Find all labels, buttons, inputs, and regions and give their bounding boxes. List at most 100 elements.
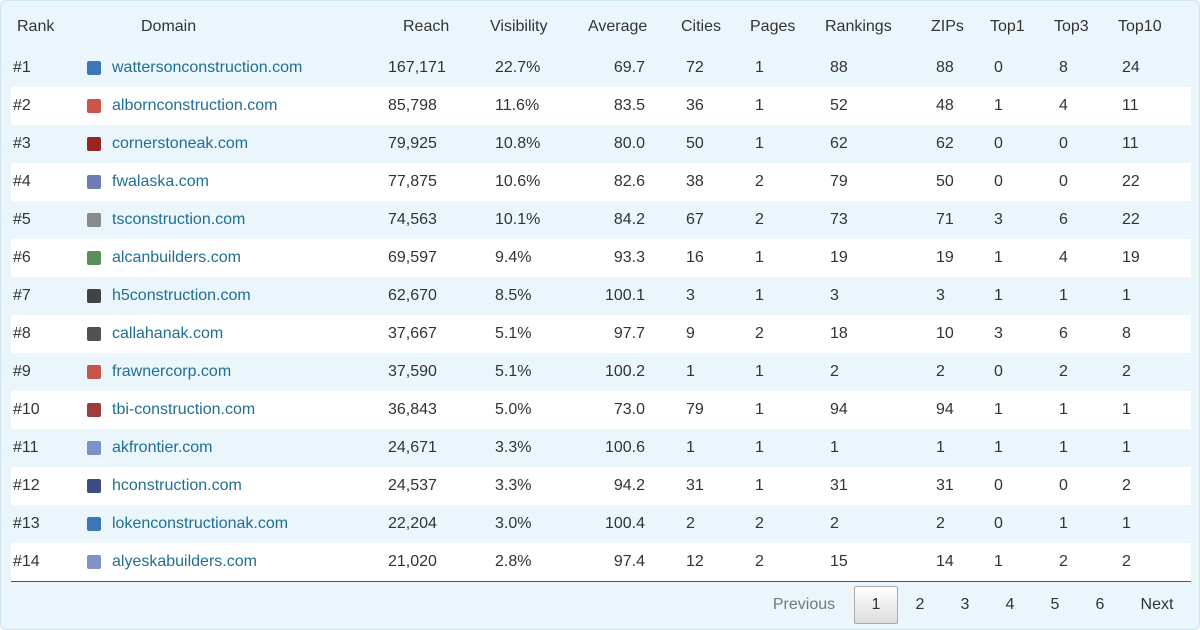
cell: 82.6 xyxy=(613,173,645,190)
domain-link[interactable]: tbi-construction.com xyxy=(112,401,256,418)
column-header[interactable]: Top1 xyxy=(990,18,1025,35)
cell: 10 xyxy=(936,325,954,342)
column-header[interactable]: Top3 xyxy=(1054,18,1089,35)
cell: 8.5% xyxy=(495,287,532,304)
cell: 9 xyxy=(686,325,695,342)
cell: 1 xyxy=(1059,515,1068,532)
cell: 14 xyxy=(936,553,954,570)
domain-link[interactable]: frawnercorp.com xyxy=(112,363,232,380)
cell: #2 xyxy=(13,97,31,114)
cell: 8 xyxy=(1059,59,1068,76)
page-button[interactable]: 4 xyxy=(1005,596,1015,613)
next-button[interactable]: Next xyxy=(1140,596,1174,613)
cell: #4 xyxy=(13,173,31,190)
table-row: #1 wattersonconstruction.com 167,171 22.7% 6… xyxy=(11,49,1191,87)
domain-link[interactable]: fwalaska.com xyxy=(112,173,209,190)
cell: 77,875 xyxy=(388,173,437,190)
page-button[interactable]: 5 xyxy=(1050,596,1060,613)
column-header[interactable]: ZIPs xyxy=(931,18,964,35)
cell: 84.2 xyxy=(613,211,645,228)
cell: 24 xyxy=(1122,59,1140,76)
cell: 2 xyxy=(755,173,764,190)
table-row: #10 tbi-construction.com 36,843 5.0% 73.0 79 1… xyxy=(11,391,1191,429)
column-header[interactable]: Average xyxy=(588,18,648,35)
column-header[interactable]: Visibility xyxy=(490,18,548,35)
cell: 1 xyxy=(1122,439,1131,456)
page-button[interactable]: 2 xyxy=(915,596,925,613)
cell: #12 xyxy=(13,477,40,494)
cell: 10.1% xyxy=(495,211,541,228)
column-header[interactable]: Top10 xyxy=(1118,18,1162,35)
cell: 79 xyxy=(686,401,704,418)
cell: 6 xyxy=(1059,211,1068,228)
domain-icon xyxy=(87,137,101,151)
column-header[interactable]: Domain xyxy=(141,18,197,35)
domain-icon xyxy=(87,479,101,493)
domain-link[interactable]: h5construction.com xyxy=(112,287,251,304)
domain-link[interactable]: wattersonconstruction.com xyxy=(112,59,303,76)
cell: 3 xyxy=(994,211,1003,228)
cell: 62 xyxy=(936,135,954,152)
page-button[interactable]: 6 xyxy=(1095,596,1105,613)
column-header[interactable]: Rank xyxy=(17,18,55,35)
cell: 0 xyxy=(1059,135,1068,152)
column-header[interactable]: Reach xyxy=(403,18,450,35)
domain-link[interactable]: albornconstruction.com xyxy=(112,97,278,114)
domain-link[interactable]: alyeskabuilders.com xyxy=(112,553,257,570)
page-button[interactable]: 3 xyxy=(960,596,970,613)
table-row: #8 callahanak.com 37,667 5.1% 97.7 9 2 18 10 3 6 8 xyxy=(11,315,1191,353)
cell: 1 xyxy=(755,97,764,114)
cell: 1 xyxy=(1122,287,1131,304)
cell: 52 xyxy=(830,97,848,114)
cell: 24,671 xyxy=(388,439,437,456)
cell: 1 xyxy=(1059,287,1068,304)
page-button[interactable]: 1 xyxy=(854,586,898,624)
domain-link[interactable]: akfrontier.com xyxy=(112,439,213,456)
table-row: #13 lokenconstructionak.com 22,204 3.0% 100.… xyxy=(11,505,1191,543)
table-row: #11 akfrontier.com 24,671 3.3% 100.6 1 1 1 1 1 1 1 xyxy=(11,429,1191,467)
cell: #6 xyxy=(13,249,31,266)
cell: 0 xyxy=(1059,477,1068,494)
cell: 5.1% xyxy=(495,325,532,342)
cell: 1 xyxy=(1122,401,1131,418)
cell: 79 xyxy=(830,173,848,190)
cell: 67 xyxy=(686,211,704,228)
cell: 1 xyxy=(994,287,1003,304)
cell: 2 xyxy=(755,553,764,570)
domain-link[interactable]: callahanak.com xyxy=(112,325,224,342)
column-header[interactable]: Pages xyxy=(750,18,796,35)
column-header[interactable]: Rankings xyxy=(825,18,892,35)
cell: #14 xyxy=(13,553,40,570)
cell: 0 xyxy=(994,173,1003,190)
previous-button[interactable]: Previous xyxy=(772,596,836,613)
cell: 0 xyxy=(994,363,1003,380)
cell: 2 xyxy=(936,515,945,532)
domain-link[interactable]: lokenconstructionak.com xyxy=(112,515,289,532)
cell: 2 xyxy=(830,363,839,380)
cell: 0 xyxy=(994,59,1003,76)
column-header[interactable]: Cities xyxy=(681,18,722,35)
domain-link[interactable]: cornerstoneak.com xyxy=(112,135,249,152)
cell: 18 xyxy=(830,325,848,342)
cell: 22,204 xyxy=(388,515,437,532)
cell: 73 xyxy=(830,211,848,228)
cell: 36,843 xyxy=(388,401,437,418)
table-row: #2 albornconstruction.com 85,798 11.6% 83.5 3… xyxy=(11,87,1191,125)
cell: 85,798 xyxy=(388,97,437,114)
domain-link[interactable]: alcanbuilders.com xyxy=(112,249,241,266)
cell: 88 xyxy=(936,59,954,76)
cell: 0 xyxy=(994,135,1003,152)
cell: 88 xyxy=(830,59,848,76)
cell: 2 xyxy=(686,515,695,532)
cell: 37,667 xyxy=(388,325,437,342)
domain-link[interactable]: hconstruction.com xyxy=(112,477,242,494)
cell: 31 xyxy=(936,477,954,494)
cell: 94.2 xyxy=(613,477,645,494)
cell: 1 xyxy=(755,477,764,494)
cell: 19 xyxy=(830,249,848,266)
cell: 2 xyxy=(1122,553,1131,570)
cell: 1 xyxy=(994,249,1003,266)
cell: 71 xyxy=(936,211,954,228)
domain-link[interactable]: tsconstruction.com xyxy=(112,211,246,228)
